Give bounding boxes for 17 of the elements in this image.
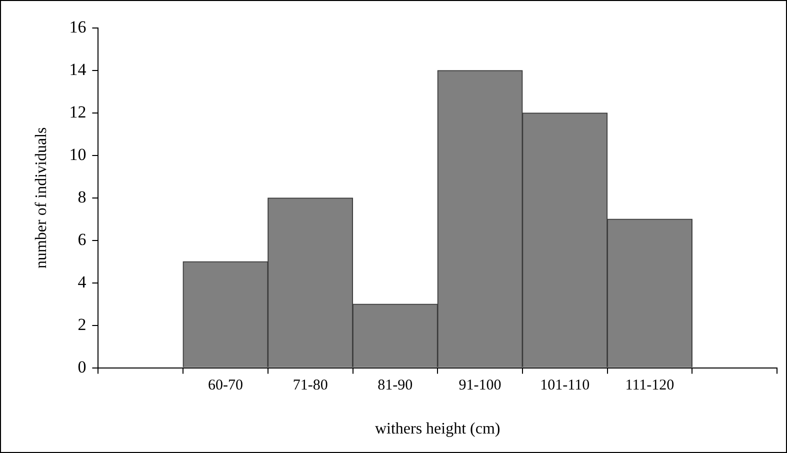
- x-tick-label: 81-90: [378, 378, 413, 394]
- y-tick-label: 6: [78, 230, 86, 249]
- x-tick-label: 60-70: [208, 378, 243, 394]
- y-tick-label: 12: [69, 102, 86, 122]
- y-tick-label: 0: [78, 357, 86, 376]
- y-tick-label: 4: [78, 272, 87, 292]
- y-axis-title: number of individuals: [32, 127, 50, 269]
- x-tick-label: 91-100: [458, 378, 502, 394]
- y-tick-label: 16: [69, 17, 86, 36]
- y-tick-label: 10: [69, 144, 86, 164]
- x-tick-label: 71-80: [292, 378, 328, 394]
- x-axis-title: withers height (cm): [374, 420, 500, 438]
- y-tick-label: 8: [78, 187, 86, 206]
- y-tick-label: 14: [69, 60, 87, 79]
- x-tick-label: 101-110: [540, 378, 590, 394]
- x-tick-label: 111-120: [625, 378, 674, 394]
- y-tick-label: 2: [78, 314, 86, 334]
